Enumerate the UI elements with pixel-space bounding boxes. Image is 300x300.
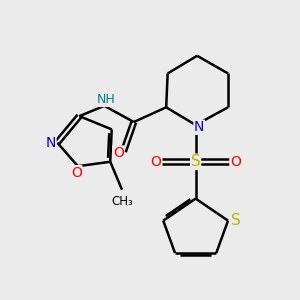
Text: O: O bbox=[71, 166, 82, 180]
Text: NH: NH bbox=[97, 93, 115, 106]
Text: O: O bbox=[151, 155, 161, 169]
Text: O: O bbox=[113, 146, 124, 160]
Text: S: S bbox=[191, 154, 200, 169]
Text: N: N bbox=[46, 136, 56, 150]
Text: CH₃: CH₃ bbox=[112, 195, 134, 208]
Text: O: O bbox=[230, 155, 241, 169]
Text: N: N bbox=[194, 120, 204, 134]
Text: S: S bbox=[230, 213, 240, 228]
